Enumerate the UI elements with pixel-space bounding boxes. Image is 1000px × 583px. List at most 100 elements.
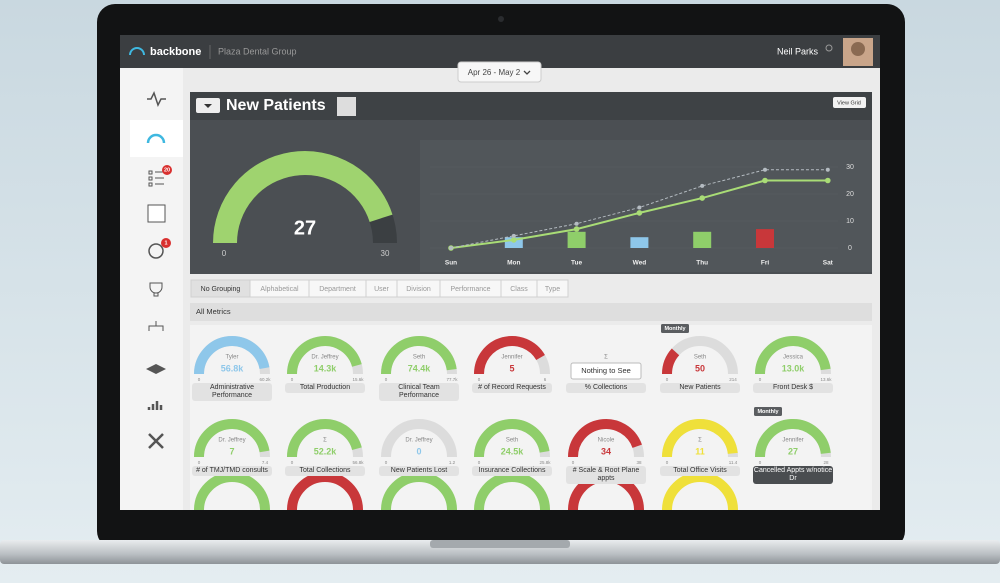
grouping-tab-label[interactable]: No Grouping xyxy=(201,286,241,293)
metric-person: Seth xyxy=(694,355,706,361)
metric-title[interactable]: # Scale & Root Plane appts xyxy=(566,466,646,484)
metric-title[interactable]: Front Desk $ xyxy=(753,383,833,393)
gauge-min: 0 xyxy=(222,249,227,258)
metric-min: 0 xyxy=(572,460,575,465)
metric-title[interactable]: Clinical Team Performance xyxy=(379,383,459,401)
metric-value: 7 xyxy=(229,446,234,456)
sidebar-active xyxy=(130,120,183,157)
panel-title: New Patients xyxy=(226,97,326,114)
x-tick-label: Thu xyxy=(696,260,708,267)
metric-title[interactable]: Total Collections xyxy=(285,466,365,476)
x-tick-label: Mon xyxy=(507,260,520,267)
logo: backbone xyxy=(150,46,201,58)
metric-person: Jessica xyxy=(783,355,804,361)
notification-badge xyxy=(161,238,171,248)
metric-title[interactable]: Cancelled Appts w/notice Dr xyxy=(753,466,833,484)
metric-person: Σ xyxy=(604,355,608,361)
metric-value: 74.4k xyxy=(408,363,432,373)
metric-title[interactable]: Insurance Collections xyxy=(472,466,552,476)
metric-person: Seth xyxy=(506,438,518,444)
metric-person: Nicole xyxy=(598,438,615,444)
view-grid-label[interactable]: View Grid xyxy=(837,100,861,106)
metric-min: 0 xyxy=(198,460,201,465)
tools-icon xyxy=(148,433,164,449)
metric-max: 38 xyxy=(636,460,642,465)
date-picker[interactable] xyxy=(457,61,542,83)
user-name: Neil Parks xyxy=(777,46,819,56)
metric-title[interactable]: New Patients Lost xyxy=(379,466,459,476)
metric-title[interactable]: Total Production xyxy=(285,383,365,393)
metric-max: 7.4 xyxy=(262,460,269,465)
metric-button[interactable] xyxy=(570,362,642,380)
grouping-tab[interactable] xyxy=(536,279,569,298)
metric-gauge-fill xyxy=(755,336,831,375)
metric-title[interactable]: # of Record Requests xyxy=(472,383,552,393)
metric-title[interactable]: New Patients xyxy=(660,383,740,393)
metric-max: 28 xyxy=(823,460,829,465)
date-chevron xyxy=(523,70,531,75)
list-icon xyxy=(148,170,164,187)
metric-title[interactable]: Administrative Performance xyxy=(192,383,272,401)
metric-person: Jennifer xyxy=(501,355,522,361)
metric-person: Dr. Jeffrey xyxy=(311,355,338,361)
metric-min: 0 xyxy=(291,460,294,465)
grouping-tab-label[interactable]: User xyxy=(374,286,389,293)
view-grid-button[interactable] xyxy=(833,97,866,108)
laptop-base xyxy=(0,540,1000,564)
metric-value: 56.8k xyxy=(221,363,245,373)
series-point xyxy=(636,210,643,216)
metric-button-label[interactable]: Nothing to See xyxy=(581,366,631,375)
x-tick-label: Sun xyxy=(445,260,457,267)
grouping-tab-label[interactable]: Class xyxy=(510,286,528,293)
org-icon xyxy=(148,321,164,331)
metric-person: Tyler xyxy=(225,355,238,361)
metric-min: 0 xyxy=(666,460,669,465)
bar xyxy=(567,231,586,248)
metric-person: Dr. Jeffrey xyxy=(405,438,432,444)
badge-count: 20 xyxy=(164,167,170,173)
metric-max: 60.2k xyxy=(259,377,271,382)
x-tick-label: Tue xyxy=(571,260,582,267)
notch xyxy=(430,540,570,548)
metric-min: 0 xyxy=(759,460,762,465)
notification-badge xyxy=(162,165,172,175)
metric-min: 0 xyxy=(478,377,481,382)
grouping-tab-label[interactable]: Performance xyxy=(450,286,490,293)
y-tick-label: 0 xyxy=(848,245,852,252)
bar xyxy=(756,229,774,248)
metric-person: Σ xyxy=(698,438,702,444)
logo-icon xyxy=(129,47,145,56)
metric-value: 5 xyxy=(509,363,514,373)
date-range[interactable]: Apr 26 - May 2 xyxy=(468,68,521,77)
metric-max: 1.2 xyxy=(449,460,456,465)
metric-gauge-fill xyxy=(662,419,738,458)
gauge-icon xyxy=(146,133,166,144)
metric-max: 11.4 xyxy=(729,460,738,465)
series-point xyxy=(762,177,768,184)
metric-min: 0 xyxy=(666,377,669,382)
grouping-tab-label[interactable]: Alphabetical xyxy=(260,286,299,293)
grouping-tab-label[interactable]: Department xyxy=(319,286,356,293)
metric-value: 13.0k xyxy=(782,363,806,373)
avatar-face xyxy=(851,42,865,56)
metric-title[interactable]: Total Office Visits xyxy=(660,466,740,476)
metric-max: 15.6k xyxy=(352,377,364,382)
series-point xyxy=(511,233,516,238)
metric-value: 24.5k xyxy=(501,446,525,456)
metric-value: 34 xyxy=(601,446,611,456)
metric-title[interactable]: # of TMJ/TMD consults xyxy=(192,466,272,476)
metric-max: 25.8k xyxy=(539,460,551,465)
panel-header xyxy=(190,92,872,120)
metric-person: Jennifer xyxy=(782,438,803,444)
grouping-tab-label[interactable]: Type xyxy=(545,286,560,293)
bar xyxy=(693,231,712,248)
metric-title[interactable]: % Collections xyxy=(566,383,646,393)
y-tick-label: 30 xyxy=(846,164,854,171)
section-bar xyxy=(190,303,872,321)
grouping-tab-label[interactable]: Division xyxy=(406,286,431,293)
partial-gauges xyxy=(194,472,738,511)
series-point xyxy=(763,167,767,172)
metric-gauge-fill xyxy=(287,419,362,458)
